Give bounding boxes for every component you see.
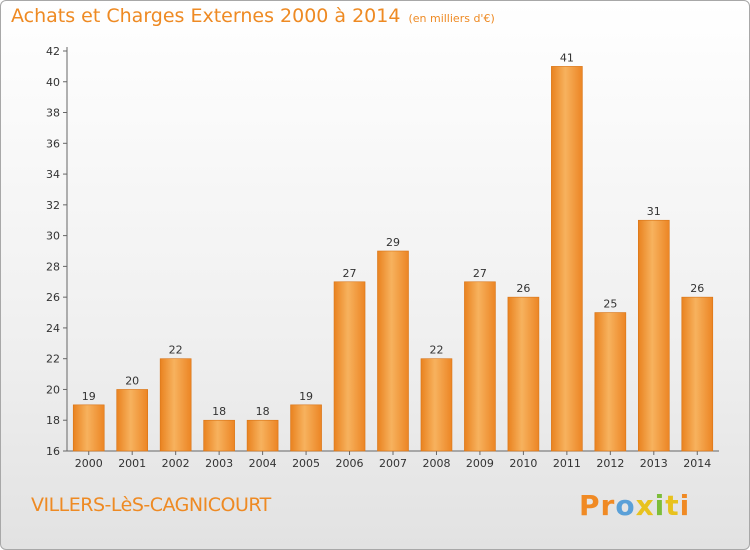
bar-2013 <box>637 219 670 452</box>
y-tick-label: 42 <box>46 45 60 58</box>
value-label-2000: 19 <box>82 390 96 403</box>
x-tick-label-2005: 2005 <box>292 457 320 470</box>
x-tick-label-2011: 2011 <box>553 457 581 470</box>
value-label-2008: 22 <box>429 344 443 357</box>
logo-letter: P <box>579 489 601 522</box>
x-tick-label-2013: 2013 <box>640 457 668 470</box>
y-axis: 16 18 20 22 24 26 28 30 32 34 36 38 40 42 <box>46 45 68 458</box>
y-tick-label: 26 <box>46 291 60 304</box>
x-tick-label-2010: 2010 <box>509 457 537 470</box>
y-tick-label: 38 <box>46 107 60 120</box>
bar-2011 <box>551 66 583 452</box>
value-label-2013: 31 <box>647 205 661 218</box>
y-tick-label: 40 <box>46 76 60 89</box>
y-tick-label: 34 <box>46 168 60 181</box>
bar-2005 <box>290 404 322 452</box>
value-label-2010: 26 <box>516 282 530 295</box>
value-label-2011: 41 <box>560 51 574 64</box>
bar-2003 <box>203 419 235 452</box>
chart-title-text: Achats et Charges Externes 2000 à 2014 <box>11 5 401 27</box>
logo-letter: t <box>665 489 680 522</box>
x-tick-label-2002: 2002 <box>162 457 190 470</box>
logo-letter: r <box>600 489 616 522</box>
x-tick-label-2004: 2004 <box>249 457 277 470</box>
value-label-2007: 29 <box>386 236 400 249</box>
logo-letter: x <box>635 489 655 522</box>
value-label-2002: 22 <box>169 344 183 357</box>
y-tick-label: 30 <box>46 230 60 243</box>
bar-2010 <box>507 296 540 452</box>
x-tick-label-2008: 2008 <box>422 457 450 470</box>
x-tick-label-2003: 2003 <box>205 457 233 470</box>
bar-2000 <box>72 404 105 452</box>
chart-unit-note: (en milliers d'€) <box>408 12 495 25</box>
value-label-2003: 18 <box>212 405 226 418</box>
x-axis: 2000 2001 2002 2003 2004 2005 2006 2007 2008 2009… <box>67 450 719 470</box>
y-tick-label: 24 <box>46 322 60 335</box>
bar-2014 <box>681 296 714 452</box>
y-tick-label: 36 <box>46 137 60 150</box>
bar-2012 <box>594 312 627 452</box>
logo-letter: i <box>679 489 691 522</box>
x-tick-label-2000: 2000 <box>75 457 103 470</box>
x-tick-label-2014: 2014 <box>683 457 711 470</box>
y-tick-label: 20 <box>46 383 60 396</box>
y-tick-label: 18 <box>46 414 60 427</box>
x-tick-label-2007: 2007 <box>379 457 407 470</box>
value-label-2009: 27 <box>473 267 487 280</box>
y-tick-label: 28 <box>46 260 60 273</box>
value-label-2004: 18 <box>256 405 270 418</box>
proxiti-logo: Proxiti <box>579 489 690 522</box>
bar-2009 <box>464 281 496 452</box>
bar-2002 <box>159 358 192 452</box>
y-tick-label: 22 <box>46 353 60 366</box>
bar-2007 <box>377 250 409 452</box>
value-label-2005: 19 <box>299 390 313 403</box>
bar-2008 <box>420 358 453 452</box>
x-tick-label-2009: 2009 <box>466 457 494 470</box>
value-label-2014: 26 <box>690 282 704 295</box>
value-label-2006: 27 <box>343 267 357 280</box>
logo-letter: o <box>615 489 636 522</box>
value-label-2012: 25 <box>603 298 617 311</box>
bars-group: 19 20 22 18 18 19 27 29 22 27 26 41 25 31 26 <box>72 51 714 452</box>
value-label-2001: 20 <box>125 374 139 387</box>
bar-2001 <box>116 389 148 452</box>
logo-letter: i <box>654 489 666 522</box>
commune-name: VILLERS-LèS-CAGNICOURT <box>31 494 271 516</box>
x-tick-label-2006: 2006 <box>336 457 364 470</box>
bar-2004 <box>246 419 279 452</box>
chart-title: Achats et Charges Externes 2000 à 2014 (e… <box>11 5 495 27</box>
x-tick-label-2012: 2012 <box>596 457 624 470</box>
y-tick-label: 32 <box>46 199 60 212</box>
x-tick-label-2001: 2001 <box>118 457 146 470</box>
bar-2006 <box>333 281 366 452</box>
y-tick-label: 16 <box>46 445 60 458</box>
